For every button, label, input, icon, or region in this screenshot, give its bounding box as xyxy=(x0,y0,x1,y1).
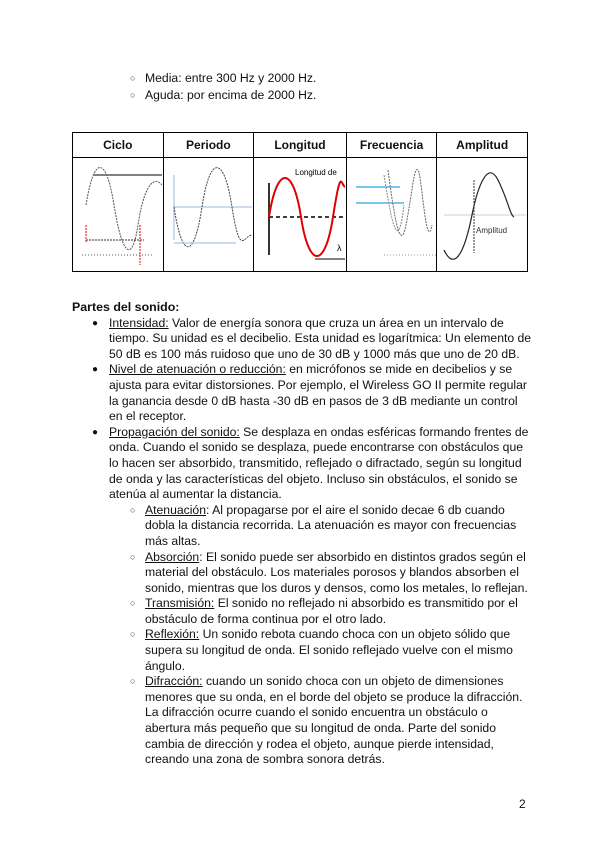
sound-parts-list: ● Intensidad: Valor de energía sonora que… xyxy=(92,315,532,768)
circle-bullet-icon: ○ xyxy=(130,504,136,515)
list-item: ● Intensidad: Valor de energía sonora que… xyxy=(92,315,532,361)
amplitude-label: Amplitud xyxy=(476,226,507,235)
list-item: ○ Atenuación: Al propagarse por el aire e… xyxy=(130,502,517,548)
list-item: ○ Difracción: cuando un sonido choca con … xyxy=(130,674,523,767)
lambda-label: λ xyxy=(337,243,342,253)
frequency-diagram xyxy=(345,157,438,272)
period-diagram xyxy=(162,157,255,272)
circle-bullet-icon: ○ xyxy=(130,551,136,562)
amplitude-diagram: Amplitud xyxy=(436,157,528,272)
circle-bullet-icon: ○ xyxy=(130,89,136,100)
header-periodo: Periodo xyxy=(162,132,255,158)
wave-properties-table: Ciclo Periodo Longitud Frecuencia Amplit… xyxy=(72,132,528,272)
header-amplitud: Amplitud xyxy=(436,132,528,158)
list-item: ○ Transmisión: El sonido no reflejado ni … xyxy=(130,596,518,626)
bullet-icon: ● xyxy=(92,364,99,376)
header-ciclo: Ciclo xyxy=(72,132,164,158)
sound-parts-section: Partes del sonido: ● Intensidad: Valor de… xyxy=(72,300,532,768)
list-item: ○ Reflexión: Un sonido rebota cuando choc… xyxy=(130,627,513,673)
circle-bullet-icon: ○ xyxy=(130,676,136,687)
list-item: ● Nivel de atenuación o reducción: en mic… xyxy=(92,362,527,424)
bullet-icon: ● xyxy=(92,426,99,438)
circle-bullet-icon: ○ xyxy=(130,73,136,83)
circle-bullet-icon: ○ xyxy=(130,629,136,640)
list-item: ○ Media: entre 300 Hz y 2000 Hz. xyxy=(130,71,317,85)
page-number: 2 xyxy=(519,797,526,811)
header-longitud: Longitud xyxy=(253,132,347,158)
list-item: ○ Absorción: El sonido puede ser absorbid… xyxy=(130,549,528,595)
wavelength-diagram: Longitud de λ xyxy=(253,157,347,272)
list-item: ○ Aguda: por encima de 2000 Hz. xyxy=(130,87,317,102)
list-item: ● Propagación del sonido: Se desplaza en … xyxy=(92,425,532,768)
section-title: Partes del sonido: xyxy=(72,300,180,314)
wavelength-label: Longitud de xyxy=(295,168,337,177)
cycle-diagram xyxy=(72,157,164,272)
circle-bullet-icon: ○ xyxy=(130,598,136,609)
header-frecuencia: Frecuencia xyxy=(345,132,438,158)
frequency-range-list: ○ Media: entre 300 Hz y 2000 Hz. ○ Aguda: … xyxy=(130,71,317,103)
bullet-icon: ● xyxy=(92,317,99,329)
propagation-sublist: ○ Atenuación: Al propagarse por el aire e… xyxy=(130,502,532,768)
